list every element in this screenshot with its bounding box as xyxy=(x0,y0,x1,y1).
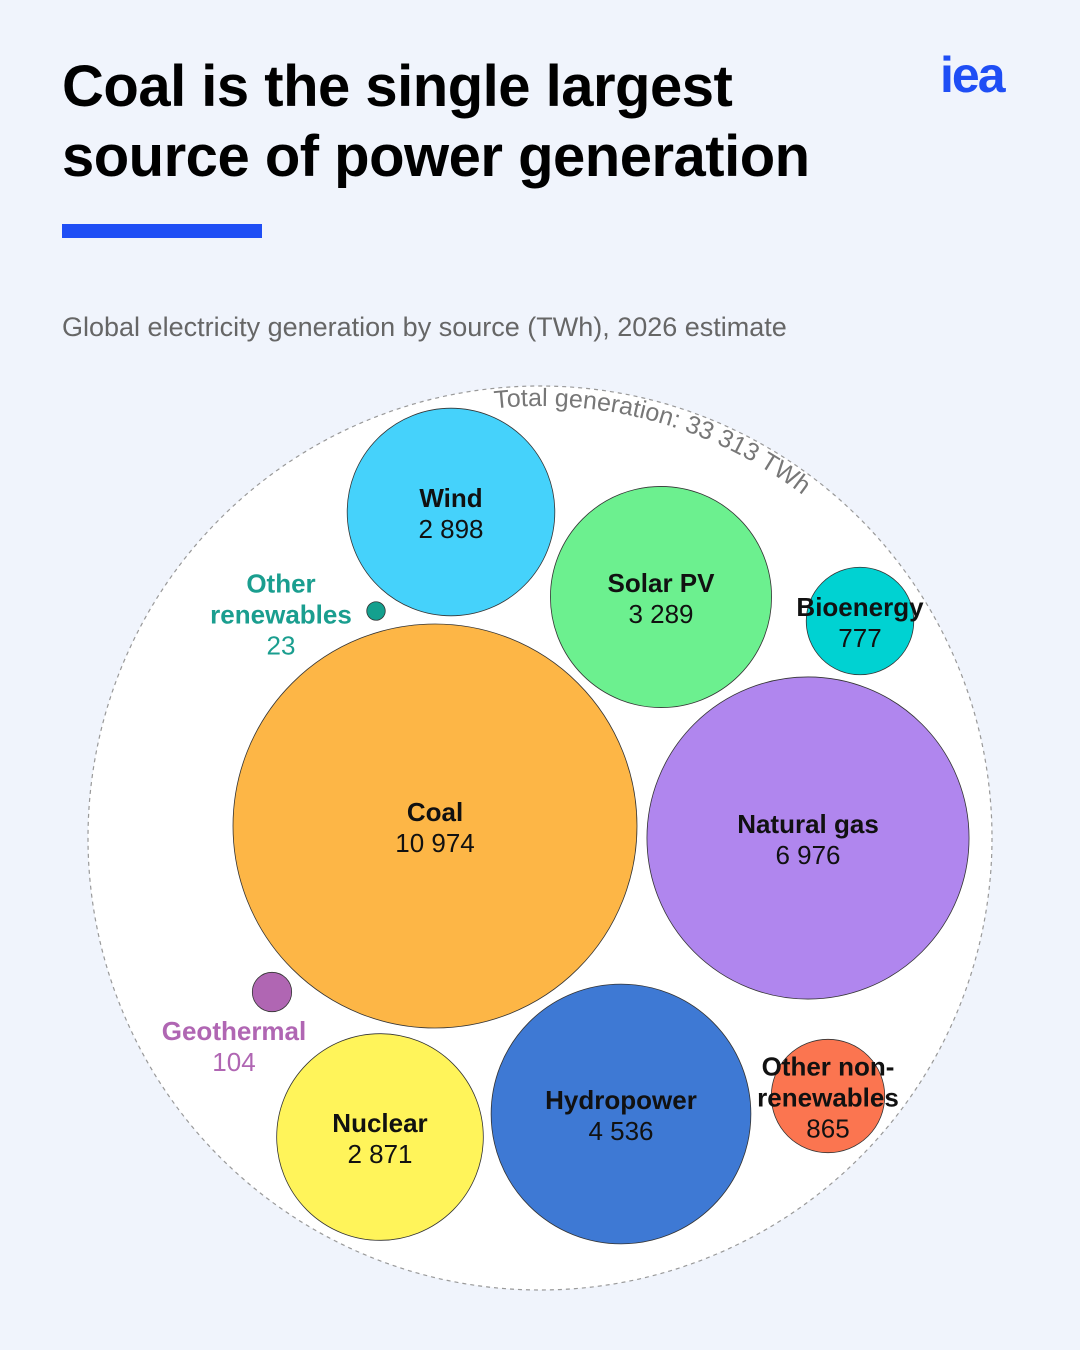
category-label: Other renewables xyxy=(210,568,352,630)
category-label: Geothermal xyxy=(161,1016,307,1046)
bubble xyxy=(646,676,970,1000)
bubble-label: Wind 2 898 xyxy=(331,483,571,545)
bubble-label: Coal 10 974 xyxy=(315,797,555,859)
value-label: 777 xyxy=(838,623,882,653)
bubble-label: Geothermal 104 xyxy=(124,1016,344,1078)
category-label: Coal xyxy=(406,797,464,827)
bubble-label: Bioenergy 777 xyxy=(740,592,980,654)
title: Coal is the single largest source of pow… xyxy=(62,54,810,189)
bubble xyxy=(805,566,915,676)
bubble xyxy=(232,623,638,1029)
value-label: 2 898 xyxy=(418,514,484,544)
value-label: 10 974 xyxy=(395,828,475,858)
value-label: 865 xyxy=(806,1113,850,1144)
title-rule xyxy=(62,224,262,238)
bubble-label: Other renewables 23 xyxy=(181,569,381,662)
value-label: 6 976 xyxy=(775,840,841,870)
category-label: Solar PV xyxy=(607,568,715,598)
subtitle: Global electricity generation by source … xyxy=(62,312,787,342)
bubble-label: Hydropower 4 536 xyxy=(501,1085,741,1147)
bubble xyxy=(366,601,386,621)
bubble xyxy=(550,486,772,708)
category-label: Nuclear xyxy=(332,1108,428,1138)
category-label: Hydropower xyxy=(545,1085,697,1115)
logo: iea xyxy=(940,47,1006,103)
bubble-label: Natural gas 6 976 xyxy=(688,809,928,871)
bubble xyxy=(770,1038,886,1154)
value-label: 3 289 xyxy=(628,599,694,629)
value-label: 4 536 xyxy=(588,1116,654,1146)
category-label: Bioenergy xyxy=(796,592,924,622)
bubble xyxy=(276,1033,484,1241)
bubble xyxy=(251,971,293,1013)
bubble xyxy=(490,983,752,1245)
category-label: Other non-renewables xyxy=(757,1051,899,1113)
value-label: 2 871 xyxy=(347,1139,413,1169)
bubble-label: Solar PV 3 289 xyxy=(541,568,781,630)
category-label: Wind xyxy=(419,483,483,513)
bubble-label: Nuclear 2 871 xyxy=(260,1108,500,1170)
category-label: Natural gas xyxy=(737,809,879,839)
value-label: 23 xyxy=(266,630,296,661)
bubble xyxy=(346,407,556,617)
bubble-label: Other non-renewables 865 xyxy=(743,1052,913,1145)
value-label: 104 xyxy=(212,1047,256,1077)
